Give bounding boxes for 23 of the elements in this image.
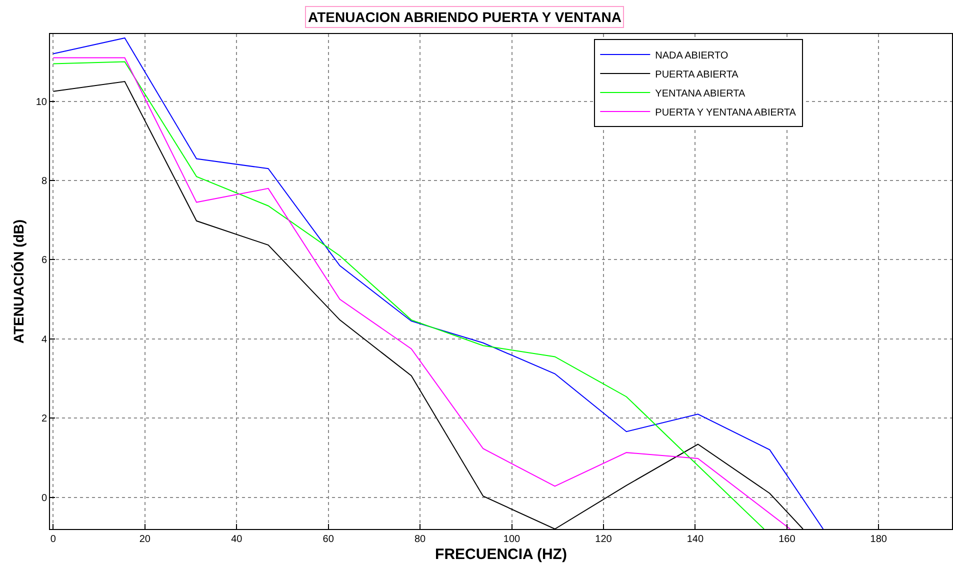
x-tick-label: 180	[870, 534, 888, 545]
legend-label: NADA ABIERTO	[655, 50, 728, 62]
x-tick-label: 20	[139, 534, 151, 545]
x-tick-label: 0	[50, 534, 56, 545]
x-tick-label: 160	[778, 534, 796, 545]
x-tick-label: 100	[503, 534, 521, 545]
x-tick-label: 120	[595, 534, 612, 545]
legend-label: PUERTA Y YENTANA ABIERTA	[655, 107, 796, 118]
x-tick-label: 80	[414, 534, 426, 545]
x-tick-label: 40	[231, 534, 243, 545]
y-tick-label: 6	[41, 255, 48, 266]
legend-label: YENTANA ABIERTA	[655, 88, 746, 100]
legend-label: PUERTA ABIERTA	[655, 69, 739, 80]
y-tick-label: 10	[36, 96, 48, 108]
chart-title: ATENUACION ABRIENDO PUERTA Y VENTANA	[308, 9, 622, 25]
x-tick-label: 60	[322, 534, 334, 545]
y-tick-label: 8	[41, 176, 48, 188]
y-tick-label: 4	[41, 334, 48, 346]
y-axis-title: ATENUACIÓN (dB)	[10, 219, 26, 344]
x-axis-title: FRECUENCIA (HZ)	[435, 546, 567, 563]
y-tick-label: 2	[41, 414, 48, 425]
y-tick-label: 0	[41, 492, 48, 504]
x-tick-label: 140	[686, 534, 704, 545]
